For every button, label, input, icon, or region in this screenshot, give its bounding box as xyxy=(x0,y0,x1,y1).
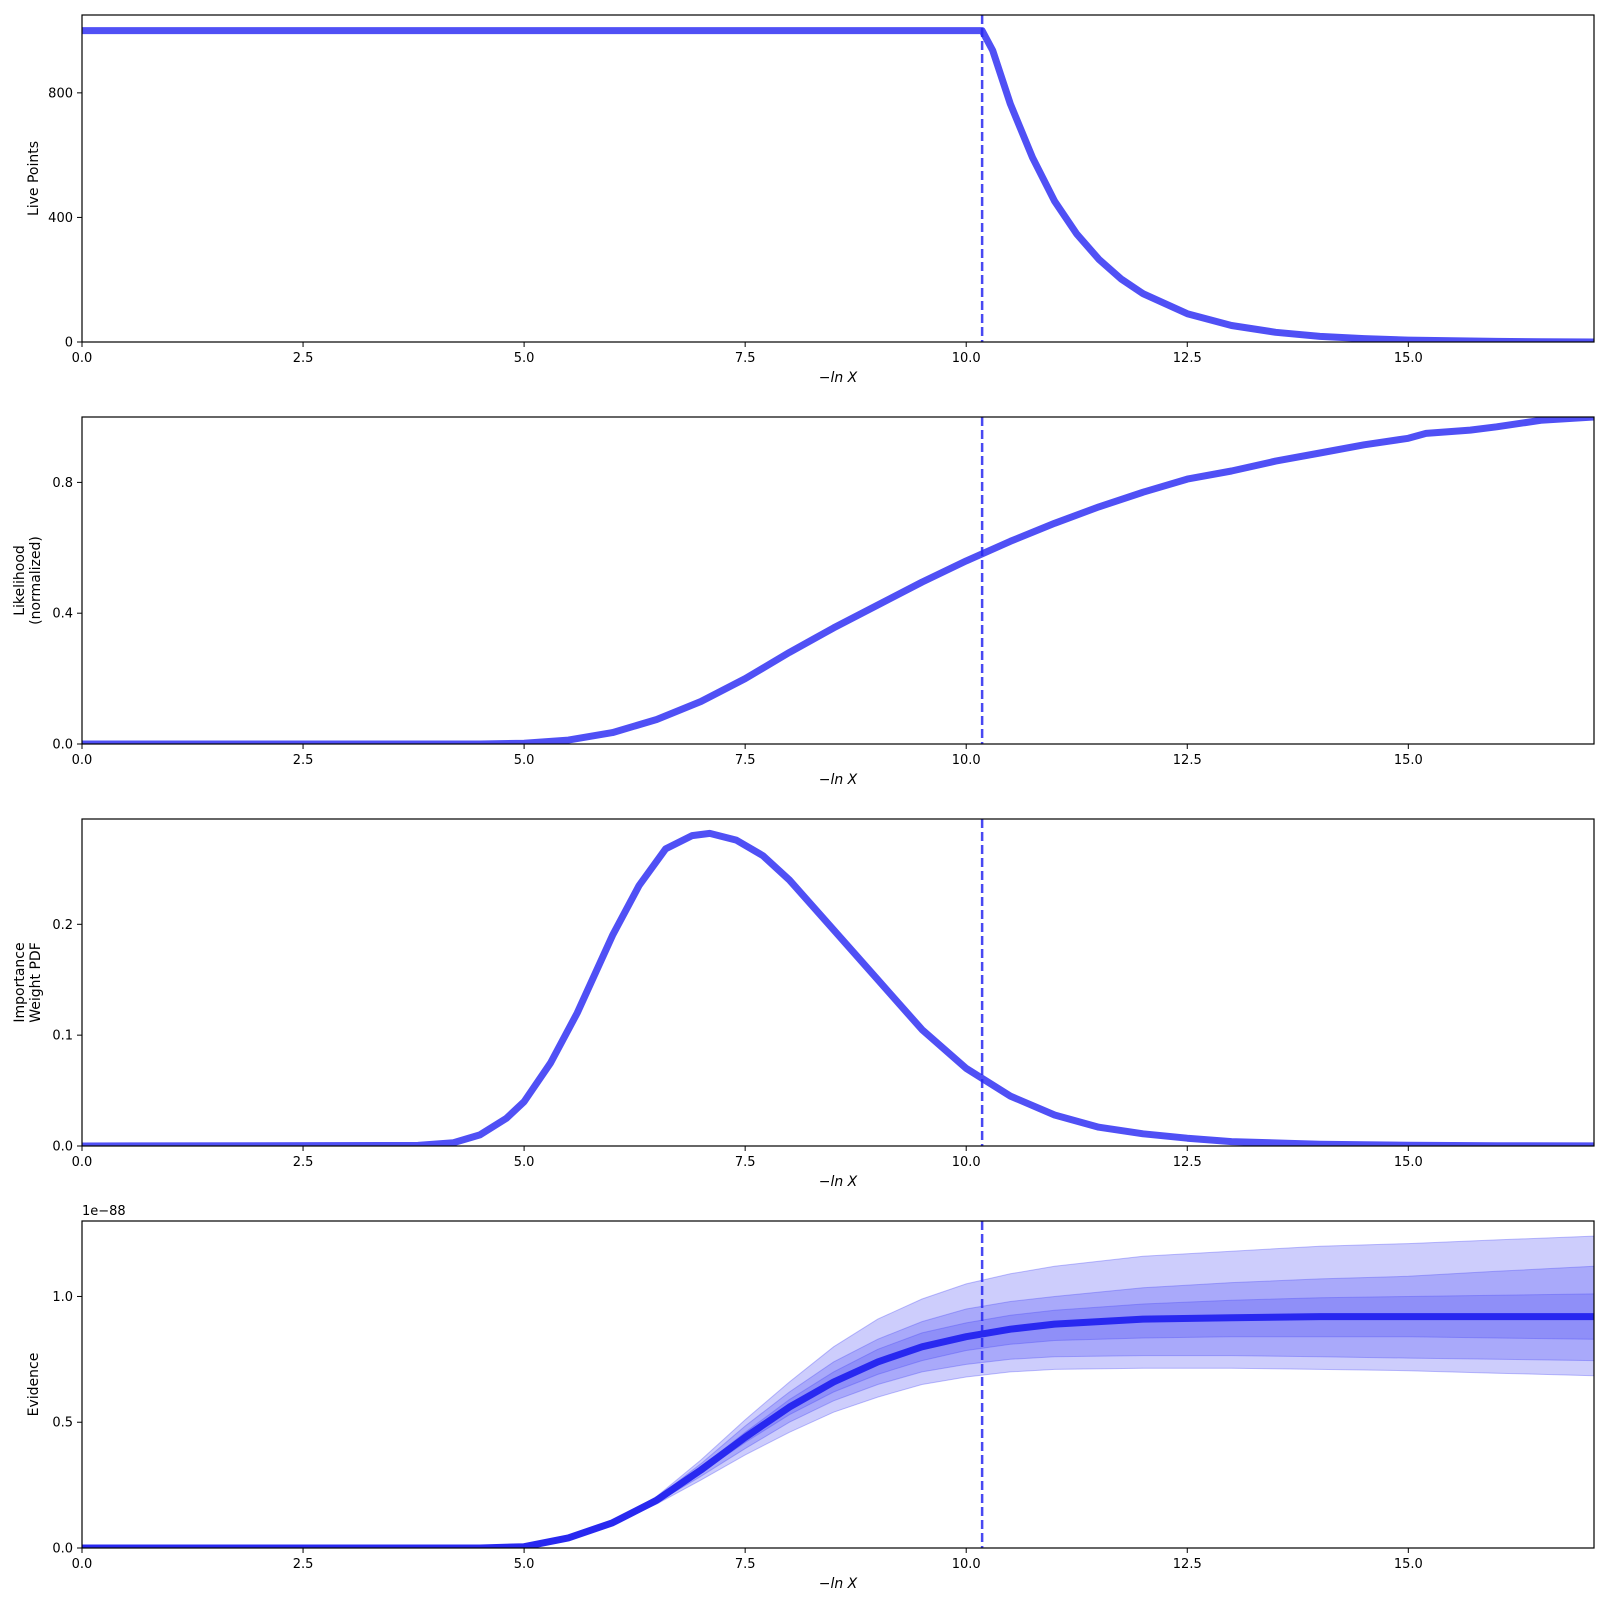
panel-importance-weight-xtick-label-4: 10.0 xyxy=(952,1155,981,1170)
panel-importance-weight-ytick-label-0: 0.0 xyxy=(52,1140,73,1155)
panel-likelihood-xtick-label-6: 15.0 xyxy=(1394,753,1423,768)
panel-importance-weight-xtick-label-1: 2.5 xyxy=(293,1155,314,1170)
panel-likelihood-xtick-label-2: 5.0 xyxy=(514,753,535,768)
panel-importance-weight-xtick-label-5: 12.5 xyxy=(1173,1155,1202,1170)
panel-evidence-xtick-label-2: 5.0 xyxy=(514,1557,535,1572)
panel-importance-weight-xlabel: −ln X xyxy=(819,1174,858,1190)
panel-importance-weight-xtick-label-0: 0.0 xyxy=(72,1155,93,1170)
panel-live-points-xtick-label-0: 0.0 xyxy=(72,351,93,366)
panel-likelihood-xlabel: −ln X xyxy=(819,772,858,788)
panel-importance-weight-plot-area xyxy=(82,819,1594,1146)
panel-evidence-ylabel-line-0: Evidence xyxy=(26,1353,42,1417)
panel-evidence-xtick-label-4: 10.0 xyxy=(952,1557,981,1572)
panel-live-points-xtick-label-3: 7.5 xyxy=(735,351,756,366)
panel-live-points-ytick-label-1: 400 xyxy=(48,211,73,226)
panel-importance-weight-ylabel-line-1: Weight PDF xyxy=(28,942,44,1023)
panel-evidence-offset-text: 1e−88 xyxy=(82,1204,126,1219)
panel-likelihood-ylabel-line-0: Likelihood xyxy=(12,545,28,616)
panel-live-points-xtick-label-1: 2.5 xyxy=(293,351,314,366)
panel-live-points-xtick-label-2: 5.0 xyxy=(514,351,535,366)
panel-live-points-xlabel: −ln X xyxy=(819,370,858,386)
panel-live-points-plot-area xyxy=(82,15,1594,342)
panel-evidence-axes-frame xyxy=(81,1220,1595,1549)
panel-evidence-plot-area xyxy=(82,1221,1594,1548)
panel-evidence-ytick-label-0: 0.0 xyxy=(52,1542,73,1557)
panel-importance-weight-axes-frame xyxy=(81,818,1595,1147)
panel-live-points-xtick-label-5: 12.5 xyxy=(1173,351,1202,366)
panel-importance-weight-xtick-label-6: 15.0 xyxy=(1394,1155,1423,1170)
panel-live-points-series-line-0 xyxy=(82,27,1594,342)
panel-likelihood-xtick-label-5: 12.5 xyxy=(1173,753,1202,768)
panel-live-points-xtick-label-4: 10.0 xyxy=(952,351,981,366)
panel-evidence-ytick-label-2: 1.0 xyxy=(52,1290,73,1305)
panel-importance-weight: Importance Weight PDF −ln X 0.0 2.5 5.0 7.5… xyxy=(12,818,1595,1190)
panel-importance-weight-ylabel-line-0: Importance xyxy=(12,942,28,1022)
panel-evidence: Evidence −ln X 1e−88 0.0 2.5 5.0 7.5 10.0 12.… xyxy=(26,1204,1595,1592)
panel-likelihood-xtick-label-1: 2.5 xyxy=(293,753,314,768)
panel-importance-weight-ytick-label-2: 0.2 xyxy=(52,918,73,933)
panel-live-points-xtick-label-6: 15.0 xyxy=(1394,351,1423,366)
panel-live-points-ytick-label-0: 0 xyxy=(65,336,73,351)
panel-evidence-xtick-label-6: 15.0 xyxy=(1394,1557,1423,1572)
panel-evidence-xtick-label-1: 2.5 xyxy=(293,1557,314,1572)
panel-likelihood: Likelihood (normalized) −ln X 0.0 2.5 5.0 7… xyxy=(12,416,1595,788)
panel-likelihood-ytick-label-2: 0.8 xyxy=(52,476,73,491)
panel-evidence-xlabel: −ln X xyxy=(819,1576,858,1592)
panel-evidence-band-3 xyxy=(82,1235,1594,1548)
panel-live-points: Live Points −ln X 0.0 2.5 5.0 7.5 10.0 12.5 15… xyxy=(26,14,1595,386)
panel-importance-weight-ytick-label-1: 0.1 xyxy=(52,1029,73,1044)
panel-importance-weight-series-line-0 xyxy=(82,829,1594,1146)
panel-likelihood-xtick-label-4: 10.0 xyxy=(952,753,981,768)
panel-evidence-series-line-0 xyxy=(82,1313,1594,1548)
panel-likelihood-ytick-label-1: 0.4 xyxy=(52,607,73,622)
panel-likelihood-ytick-label-0: 0.0 xyxy=(52,738,73,753)
panel-likelihood-plot-area xyxy=(82,417,1594,744)
panel-evidence-xtick-label-0: 0.0 xyxy=(72,1557,93,1572)
panel-evidence-xtick-label-5: 12.5 xyxy=(1173,1557,1202,1572)
panel-likelihood-series-line-0 xyxy=(82,417,1594,744)
panel-likelihood-xtick-label-0: 0.0 xyxy=(72,753,93,768)
panel-likelihood-xtick-label-3: 7.5 xyxy=(735,753,756,768)
panel-evidence-ytick-label-1: 0.5 xyxy=(52,1416,73,1431)
panel-likelihood-axes-frame xyxy=(81,416,1595,745)
panel-importance-weight-xtick-label-2: 5.0 xyxy=(514,1155,535,1170)
panel-evidence-band-2 xyxy=(82,1265,1594,1548)
panel-live-points-ytick-label-2: 800 xyxy=(48,86,73,101)
panel-likelihood-ylabel-line-1: (normalized) xyxy=(28,536,44,625)
panel-evidence-xtick-label-3: 7.5 xyxy=(735,1557,756,1572)
panel-live-points-ylabel-line-0: Live Points xyxy=(26,141,42,216)
panel-live-points-axes-frame xyxy=(81,14,1595,343)
panel-importance-weight-xtick-label-3: 7.5 xyxy=(735,1155,756,1170)
panel-evidence-band-1 xyxy=(82,1293,1594,1548)
